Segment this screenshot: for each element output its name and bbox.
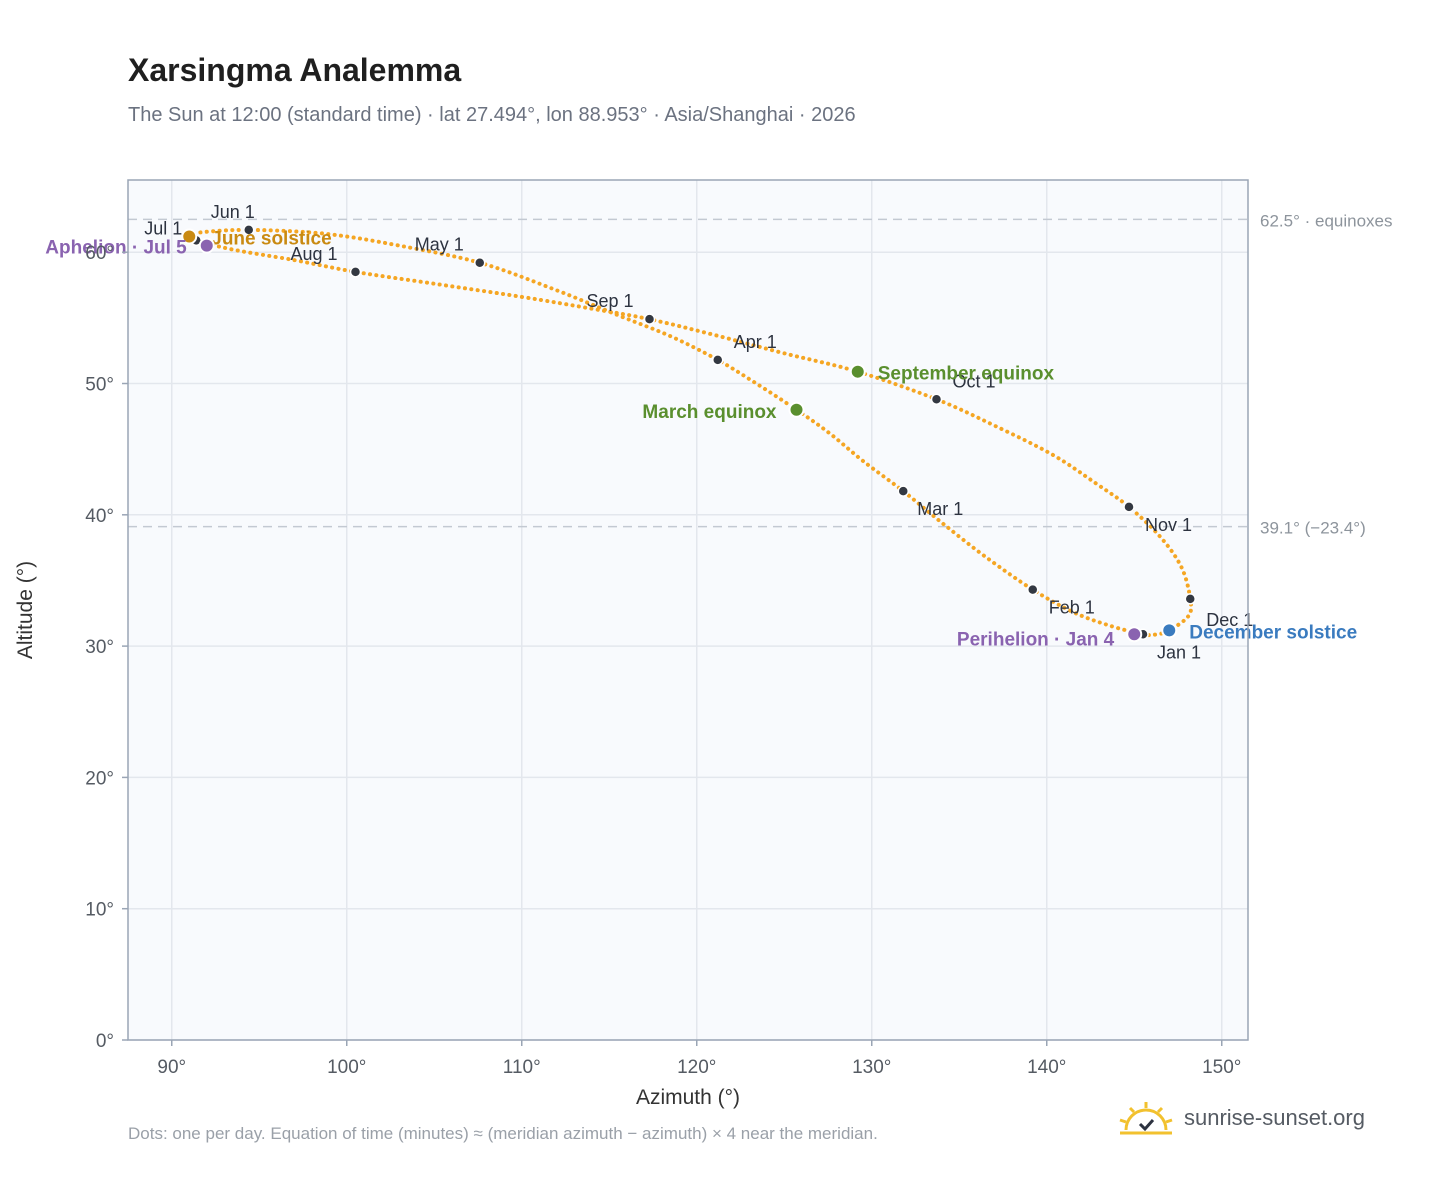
x-tick-label: 120° [677, 1057, 716, 1078]
month-label: Aug 1 [290, 244, 337, 264]
month-point [1027, 583, 1039, 596]
event-point [849, 363, 866, 380]
event-label: Aphelion · Jul 5 [45, 238, 187, 259]
chart-subtitle: The Sun at 12:00 (standard time) · lat 2… [128, 104, 856, 126]
x-axis-label: Azimuth (°) [636, 1086, 740, 1109]
month-point [897, 485, 909, 497]
event-point [181, 228, 198, 245]
x-tick-label: 90° [157, 1057, 186, 1078]
y-tick-label: 20° [85, 768, 114, 789]
analemma-curve [187, 227, 1194, 638]
y-axis-label: Altitude (°) [14, 561, 37, 659]
brand-name: sunrise-sunset.org [1184, 1105, 1365, 1130]
x-tick-label: 150° [1202, 1057, 1241, 1078]
month-label: Feb 1 [1049, 598, 1095, 618]
x-tick-label: 140° [1027, 1057, 1066, 1078]
month-label: Jan 1 [1157, 642, 1201, 662]
sun-logo-icon [1119, 1102, 1173, 1135]
x-tick-label: 110° [503, 1057, 541, 1078]
y-tick-label: 50° [85, 375, 114, 396]
y-tick-label: 40° [85, 506, 114, 527]
month-label: Nov 1 [1145, 515, 1192, 535]
event-point [1161, 622, 1178, 639]
y-tick-label: 30° [85, 637, 114, 658]
month-label: Jul 1 [144, 218, 182, 238]
y-tick-label: 0° [96, 1031, 114, 1052]
month-point [243, 224, 255, 236]
month-markers: Jan 1 Feb 1 Mar 1 Apr 1 May 1 Jun 1 Jul 1 Aug 1… [144, 202, 1253, 662]
month-label: Dec 1 [1206, 610, 1253, 630]
month-label: Oct 1 [953, 371, 996, 391]
event-markers: March equinox September equinox June solst… [45, 228, 1357, 650]
chart-title: Xarsingma Analemma [128, 52, 462, 88]
month-label: Apr 1 [734, 332, 777, 352]
event-label: September equinox [878, 364, 1055, 385]
event-label: June solstice [211, 228, 331, 249]
month-label: May 1 [415, 235, 464, 255]
reference-line-label: 39.1° (−23.4°) [1260, 519, 1366, 538]
event-label: March equinox [642, 402, 777, 423]
axis-ticks: 90° 100° 110° 120° 130° 140° 150° 0° 10° 20° 30° 40… [85, 243, 1241, 1078]
reference-lines: 62.5° · equinoxes 39.1° (−23.4°) [128, 211, 1393, 538]
month-point [349, 266, 362, 278]
x-tick-label: 130° [852, 1057, 891, 1078]
y-tick-label: 10° [85, 900, 114, 921]
month-point [1123, 501, 1135, 513]
event-point [788, 401, 805, 418]
reference-line-label: 62.5° · equinoxes [1260, 211, 1393, 230]
footnote: Dots: one per day. Equation of time (min… [128, 1124, 878, 1143]
y-tick-label: 60° [85, 243, 114, 264]
plot-area [128, 180, 1248, 1040]
month-label: Sep 1 [586, 291, 633, 311]
event-label: Perihelion · Jan 4 [957, 629, 1115, 650]
month-point [1184, 593, 1196, 605]
event-point [1126, 626, 1143, 643]
x-tick-label: 100° [327, 1057, 366, 1078]
plot-frame [127, 179, 1249, 1041]
month-label: Mar 1 [917, 499, 963, 519]
month-point [712, 354, 724, 366]
month-point [643, 313, 656, 325]
month-label: Jun 1 [211, 202, 255, 222]
month-point [474, 256, 486, 269]
grid-lines [128, 180, 1248, 1041]
event-label: December solstice [1189, 622, 1357, 643]
month-point [930, 393, 943, 406]
brand[interactable]: sunrise-sunset.org [1118, 1100, 1365, 1136]
event-point [198, 237, 215, 254]
